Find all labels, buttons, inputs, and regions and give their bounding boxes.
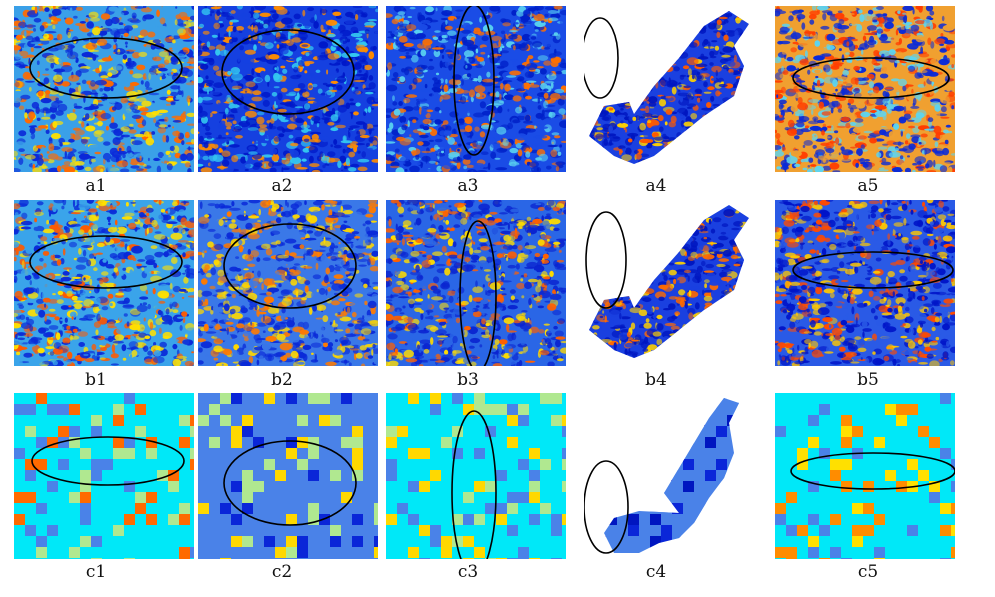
map-texture bbox=[386, 200, 566, 366]
map-texture bbox=[604, 398, 739, 553]
highlight-ellipse bbox=[585, 211, 627, 309]
highlight-ellipse bbox=[453, 6, 495, 156]
highlight-ellipse bbox=[31, 436, 185, 486]
highlight-ellipse bbox=[792, 251, 954, 289]
panel-caption-b1: b1 bbox=[85, 370, 107, 390]
map-panel-a5 bbox=[775, 6, 955, 172]
map-image-c3 bbox=[386, 393, 566, 559]
map-image-b4 bbox=[585, 205, 749, 358]
highlight-ellipse bbox=[223, 223, 357, 309]
panel-caption-c2: c2 bbox=[271, 562, 293, 582]
map-panel-a4 bbox=[584, 6, 754, 172]
map-image-b3 bbox=[386, 200, 566, 366]
highlight-ellipse bbox=[790, 452, 955, 490]
map-panel-a1 bbox=[14, 6, 194, 172]
map-texture bbox=[14, 200, 194, 366]
panel-caption-a4: a4 bbox=[645, 176, 667, 196]
panel-caption-b5: b5 bbox=[857, 370, 879, 390]
map-image-b1 bbox=[14, 200, 194, 366]
map-panel-c2 bbox=[198, 393, 378, 559]
map-panel-a2 bbox=[198, 6, 378, 172]
map-image-b2 bbox=[198, 200, 378, 366]
map-panel-c1 bbox=[14, 393, 194, 559]
map-image-a1 bbox=[14, 6, 194, 172]
map-image-c2 bbox=[198, 393, 378, 559]
map-panel-c5 bbox=[775, 393, 955, 559]
panel-caption-c1: c1 bbox=[85, 562, 107, 582]
map-panel-b2 bbox=[198, 200, 378, 366]
map-texture bbox=[198, 393, 378, 559]
map-panel-c3 bbox=[386, 393, 566, 559]
highlight-ellipse bbox=[223, 440, 357, 526]
map-panel-c4 bbox=[584, 393, 754, 559]
map-texture bbox=[14, 393, 194, 559]
map-texture bbox=[198, 200, 378, 366]
panel-caption-c5: c5 bbox=[857, 562, 879, 582]
panel-caption-a5: a5 bbox=[857, 176, 879, 196]
panel-caption-b2: b2 bbox=[271, 370, 293, 390]
map-texture bbox=[589, 11, 749, 164]
map-texture bbox=[589, 205, 749, 358]
highlight-ellipse bbox=[792, 57, 950, 99]
highlight-ellipse bbox=[584, 17, 619, 99]
map-panel-b3 bbox=[386, 200, 566, 366]
map-image-a3 bbox=[386, 6, 566, 172]
panel-caption-b3: b3 bbox=[457, 370, 479, 390]
highlight-ellipse bbox=[451, 410, 497, 559]
panel-caption-a2: a2 bbox=[271, 176, 293, 196]
map-image-c4 bbox=[584, 398, 739, 554]
map-image-b5 bbox=[775, 200, 955, 366]
panel-caption-a1: a1 bbox=[85, 176, 107, 196]
highlight-ellipse bbox=[221, 29, 355, 115]
highlight-ellipse bbox=[459, 220, 497, 366]
panel-caption-b4: b4 bbox=[645, 370, 667, 390]
map-image-a4 bbox=[584, 11, 749, 164]
map-image-a2 bbox=[198, 6, 378, 172]
map-texture bbox=[386, 393, 566, 559]
panel-caption-a3: a3 bbox=[457, 176, 479, 196]
map-panel-b5 bbox=[775, 200, 955, 366]
highlight-ellipse bbox=[29, 235, 183, 289]
panel-caption-c4: c4 bbox=[645, 562, 667, 582]
map-image-c1 bbox=[14, 393, 194, 559]
map-image-c5 bbox=[775, 393, 955, 559]
map-texture bbox=[775, 393, 955, 559]
map-texture bbox=[14, 6, 194, 172]
highlight-ellipse bbox=[29, 37, 183, 99]
map-texture bbox=[386, 6, 566, 172]
map-panel-b4 bbox=[584, 200, 754, 366]
map-panel-b1 bbox=[14, 200, 194, 366]
map-image-a5 bbox=[775, 6, 955, 172]
highlight-ellipse bbox=[584, 460, 629, 554]
map-panel-a3 bbox=[386, 6, 566, 172]
map-texture bbox=[198, 6, 378, 172]
panel-caption-c3: c3 bbox=[457, 562, 479, 582]
map-texture bbox=[775, 6, 955, 172]
